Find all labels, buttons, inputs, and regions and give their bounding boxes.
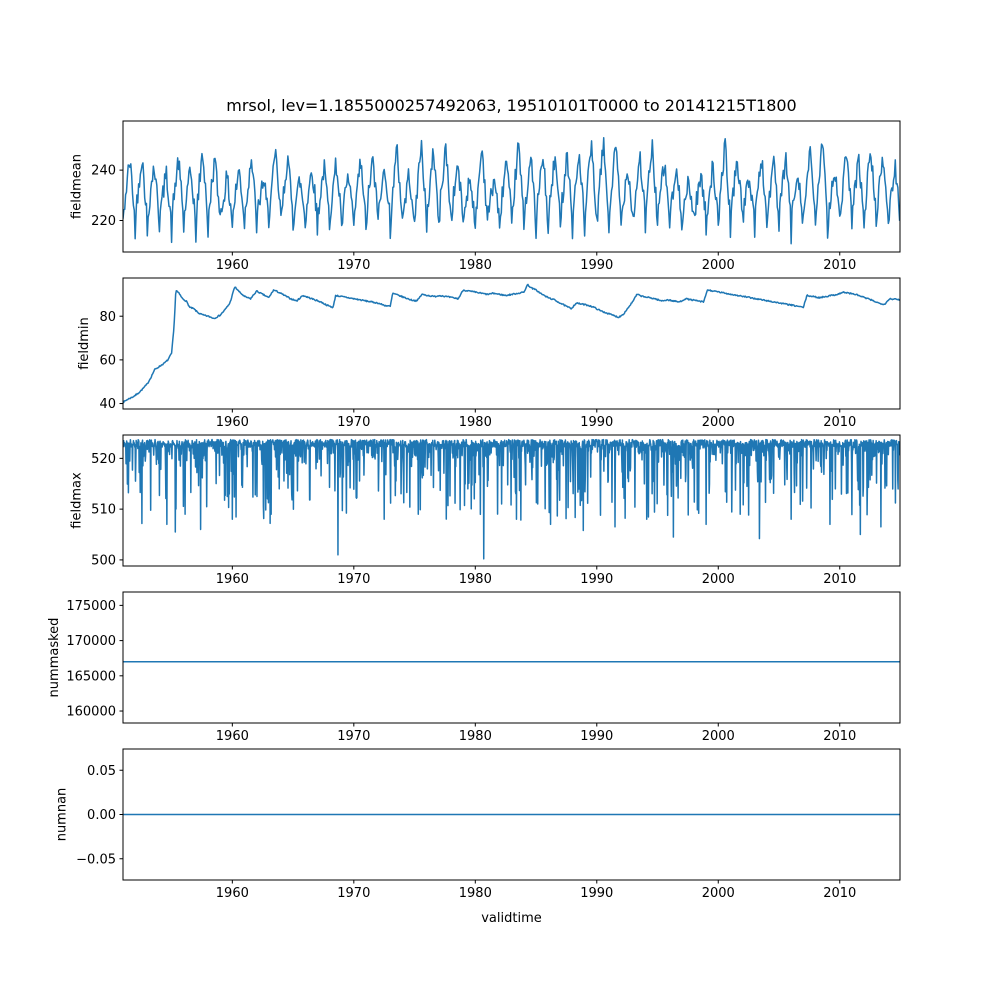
- fieldmax-ylabel: fieldmax: [70, 472, 85, 529]
- nummasked-ytick-label: 170000: [66, 634, 116, 649]
- fieldmax-ytick-label: 500: [91, 553, 116, 568]
- nummasked-ylabel: nummasked: [47, 618, 62, 698]
- fieldmin-ytick-label: 60: [99, 353, 116, 368]
- nummasked-xtick-label: 1980: [459, 729, 492, 744]
- fieldmax-xtick-label: 1970: [337, 572, 370, 587]
- fieldmean-axes-box: [122, 120, 901, 253]
- fieldmin-xtick-label: 1980: [459, 415, 492, 430]
- fieldmean-xtick-label: 1990: [580, 258, 613, 273]
- fieldmean-ytick-label: 240: [91, 164, 116, 179]
- nummasked-xtick-label: 2000: [702, 729, 735, 744]
- fieldmean-xtick-label: 1980: [459, 258, 492, 273]
- fieldmax-xtick-label: 2000: [702, 572, 735, 587]
- numnan-ytick-label: 0.00: [87, 808, 116, 823]
- numnan-xtick-label: 1980: [459, 886, 492, 901]
- fieldmin-line: [123, 283, 900, 404]
- fieldmin-ylabel: fieldmin: [77, 317, 92, 370]
- nummasked-ytick-label: 175000: [66, 599, 116, 614]
- fieldmax-ytick-label: 510: [91, 503, 116, 518]
- nummasked-xtick-label: 1970: [337, 729, 370, 744]
- x-axis-label: validtime: [481, 911, 542, 926]
- numnan-ylabel: numnan: [55, 788, 70, 842]
- subplot-nummasked: 1960 1970 1980 1990 2000 2010 160000 165000 1700…: [47, 591, 901, 744]
- fieldmax-axes-box: [122, 434, 901, 567]
- fieldmax-xtick-label: 1960: [216, 572, 249, 587]
- fieldmean-xtick-label: 2010: [823, 258, 856, 273]
- numnan-xtick-label: 2010: [823, 886, 856, 901]
- fieldmax-ytick-label: 520: [91, 452, 116, 467]
- fieldmin-xtick-label: 1960: [216, 415, 249, 430]
- nummasked-xtick-label: 1960: [216, 729, 249, 744]
- fieldmax-xtick-label: 2010: [823, 572, 856, 587]
- fieldmean-xtick-label: 1960: [216, 258, 249, 273]
- fieldmin-axes-box: [122, 277, 901, 410]
- numnan-xtick-label: 1960: [216, 886, 249, 901]
- fieldmean-xtick-label: 2000: [702, 258, 735, 273]
- subplot-fieldmin: 1960 1970 1980 1990 2000 2010 40 60 80 fieldmin: [77, 277, 901, 430]
- fieldmin-ytick-label: 80: [99, 310, 116, 325]
- fieldmax-xtick-label: 1980: [459, 572, 492, 587]
- nummasked-xtick-label: 2010: [823, 729, 856, 744]
- nummasked-ytick-label: 160000: [66, 705, 116, 720]
- fieldmean-xtick-label: 1970: [337, 258, 370, 273]
- numnan-xtick-label: 1970: [337, 886, 370, 901]
- fieldmean-ylabel: fieldmean: [70, 154, 85, 219]
- numnan-xtick-label: 1990: [580, 886, 613, 901]
- subplot-numnan: 1960 1970 1980 1990 2000 2010 −0.05 0.00 0.05 num…: [55, 748, 901, 901]
- fieldmin-xtick-label: 1990: [580, 415, 613, 430]
- fieldmean-ytick-label: 220: [91, 214, 116, 229]
- fieldmax-xtick-label: 1990: [580, 572, 613, 587]
- numnan-ytick-label: 0.05: [87, 764, 116, 779]
- fieldmin-xtick-label: 2000: [702, 415, 735, 430]
- nummasked-ytick-label: 165000: [66, 669, 116, 684]
- subplot-fieldmax: 1960 1970 1980 1990 2000 2010 500 510 520 fieldma…: [70, 434, 901, 587]
- fieldmin-ytick-label: 40: [99, 397, 116, 412]
- fieldmin-xtick-label: 2010: [823, 415, 856, 430]
- numnan-ytick-label: −0.05: [76, 852, 116, 867]
- fieldmax-line: [123, 438, 900, 560]
- subplot-fieldmean: 1960 1970 1980 1990 2000 2010 220 240 fieldmean: [70, 120, 901, 273]
- nummasked-axes-box: [122, 591, 901, 724]
- fieldmin-xtick-label: 1970: [337, 415, 370, 430]
- numnan-xtick-label: 2000: [702, 886, 735, 901]
- fieldmean-line: [123, 136, 900, 245]
- nummasked-xtick-label: 1990: [580, 729, 613, 744]
- figure-title: mrsol, lev=1.1855000257492063, 19510101T…: [226, 96, 797, 115]
